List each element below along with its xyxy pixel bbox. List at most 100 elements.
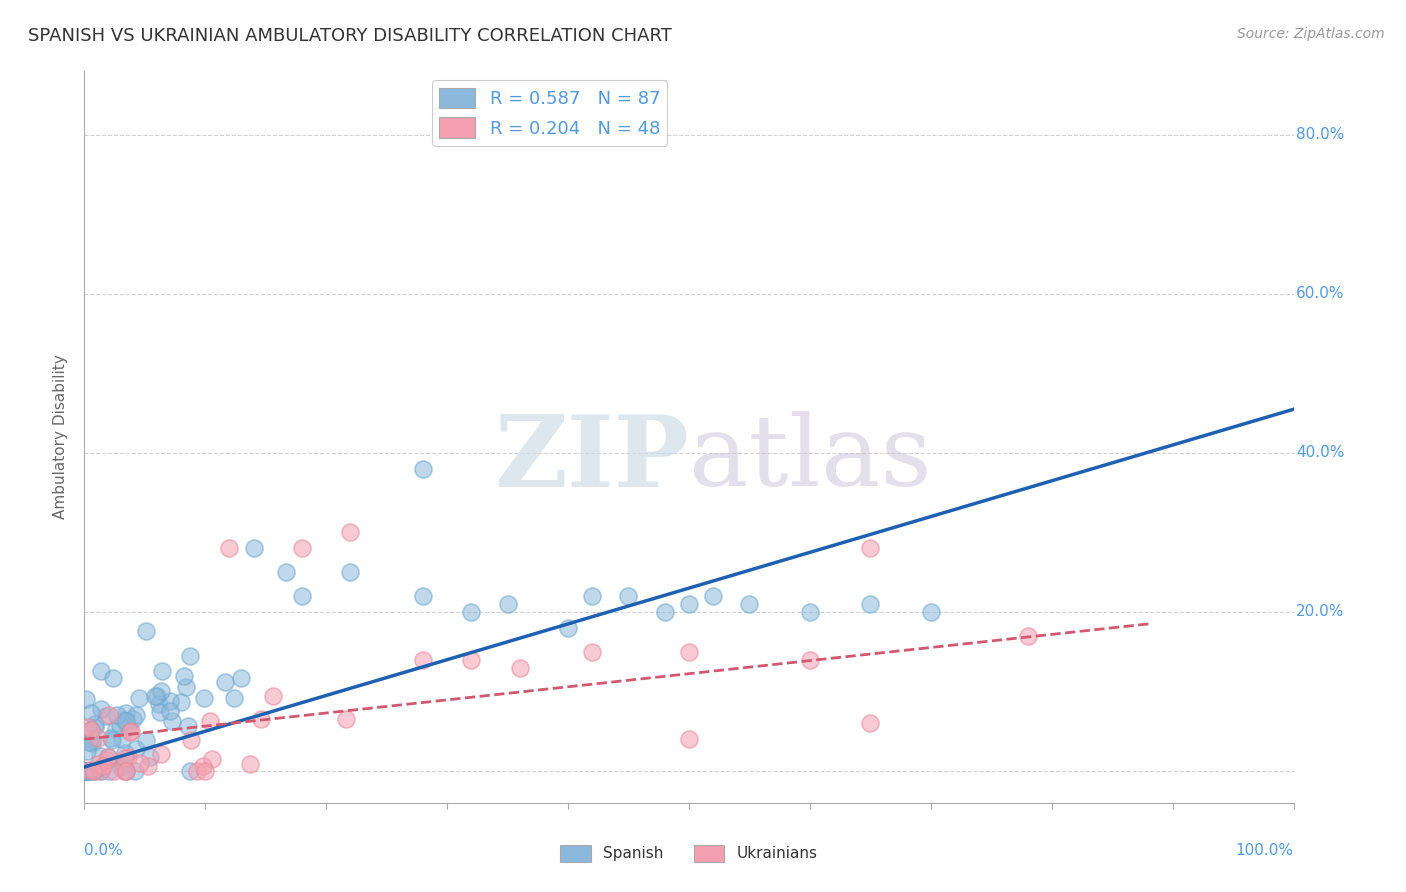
Point	[617, 589, 640, 603]
Text: 20.0%: 20.0%	[1296, 605, 1344, 619]
Point	[262, 690, 284, 704]
Point	[76, 764, 98, 778]
Point	[179, 648, 201, 663]
Point	[118, 725, 141, 739]
Point	[80, 723, 103, 738]
Text: SPANISH VS UKRAINIAN AMBULATORY DISABILITY CORRELATION CHART: SPANISH VS UKRAINIAN AMBULATORY DISABILI…	[28, 27, 672, 45]
Point	[339, 525, 361, 540]
Point	[218, 541, 240, 556]
Point	[77, 764, 100, 778]
Point	[198, 714, 221, 728]
Point	[738, 597, 761, 611]
Point	[335, 712, 357, 726]
Point	[114, 746, 136, 760]
Point	[97, 750, 120, 764]
Point	[460, 605, 482, 619]
Point	[274, 566, 297, 580]
Text: Source: ZipAtlas.com: Source: ZipAtlas.com	[1237, 27, 1385, 41]
Point	[128, 691, 150, 706]
Point	[115, 764, 138, 778]
Point	[114, 751, 136, 765]
Point	[291, 589, 314, 603]
Point	[173, 669, 195, 683]
Point	[120, 724, 142, 739]
Point	[859, 541, 882, 556]
Point	[412, 653, 434, 667]
Point	[76, 764, 98, 778]
Point	[678, 645, 700, 659]
Point	[97, 764, 120, 778]
Point	[87, 756, 110, 771]
Point	[654, 605, 676, 619]
Point	[100, 731, 122, 745]
Point	[496, 597, 519, 611]
Point	[920, 605, 942, 619]
Point	[117, 750, 139, 764]
Point	[84, 764, 107, 778]
Text: 80.0%: 80.0%	[1296, 128, 1344, 143]
Point	[76, 764, 98, 778]
Point	[149, 747, 172, 762]
Point	[799, 605, 821, 619]
Text: 100.0%: 100.0%	[1236, 843, 1294, 858]
Point	[170, 695, 193, 709]
Point	[678, 597, 700, 611]
Point	[412, 589, 434, 603]
Point	[581, 645, 603, 659]
Text: 0.0%: 0.0%	[84, 843, 124, 858]
Point	[702, 589, 724, 603]
Point	[91, 759, 114, 773]
Point	[180, 733, 202, 747]
Point	[194, 764, 217, 778]
Point	[135, 732, 157, 747]
Point	[90, 664, 112, 678]
Point	[80, 706, 103, 720]
Point	[83, 720, 105, 734]
Point	[150, 664, 173, 678]
Point	[75, 764, 97, 778]
Point	[291, 541, 314, 556]
Point	[339, 566, 361, 580]
Point	[76, 744, 98, 758]
Point	[150, 684, 173, 698]
Point	[124, 764, 146, 778]
Point	[105, 708, 128, 723]
Point	[75, 692, 97, 706]
Point	[581, 589, 603, 603]
Point	[678, 732, 700, 747]
Point	[193, 690, 215, 705]
Point	[115, 764, 138, 778]
Point	[115, 714, 138, 728]
Point	[79, 763, 101, 777]
Point	[159, 704, 181, 718]
Point	[90, 764, 112, 778]
Text: 40.0%: 40.0%	[1296, 445, 1344, 460]
Point	[80, 723, 103, 737]
Point	[97, 750, 120, 764]
Point	[101, 671, 124, 685]
Point	[114, 706, 136, 720]
Point	[177, 719, 200, 733]
Point	[80, 736, 103, 750]
Point	[111, 732, 134, 747]
Point	[110, 760, 132, 774]
Point	[108, 717, 131, 731]
Point	[159, 694, 181, 708]
Point	[75, 764, 97, 778]
Point	[557, 621, 579, 635]
Point	[135, 624, 157, 639]
Point	[98, 707, 121, 722]
Point	[122, 712, 145, 726]
Point	[242, 541, 264, 556]
Point	[179, 764, 201, 778]
Point	[143, 689, 166, 703]
Point	[94, 709, 117, 723]
Point	[125, 708, 148, 723]
Text: 60.0%: 60.0%	[1296, 286, 1344, 301]
Point	[146, 689, 169, 703]
Legend: Spanish, Ukrainians: Spanish, Ukrainians	[554, 838, 824, 868]
Point	[229, 672, 252, 686]
Point	[105, 722, 128, 736]
Point	[89, 764, 111, 778]
Point	[112, 713, 135, 727]
